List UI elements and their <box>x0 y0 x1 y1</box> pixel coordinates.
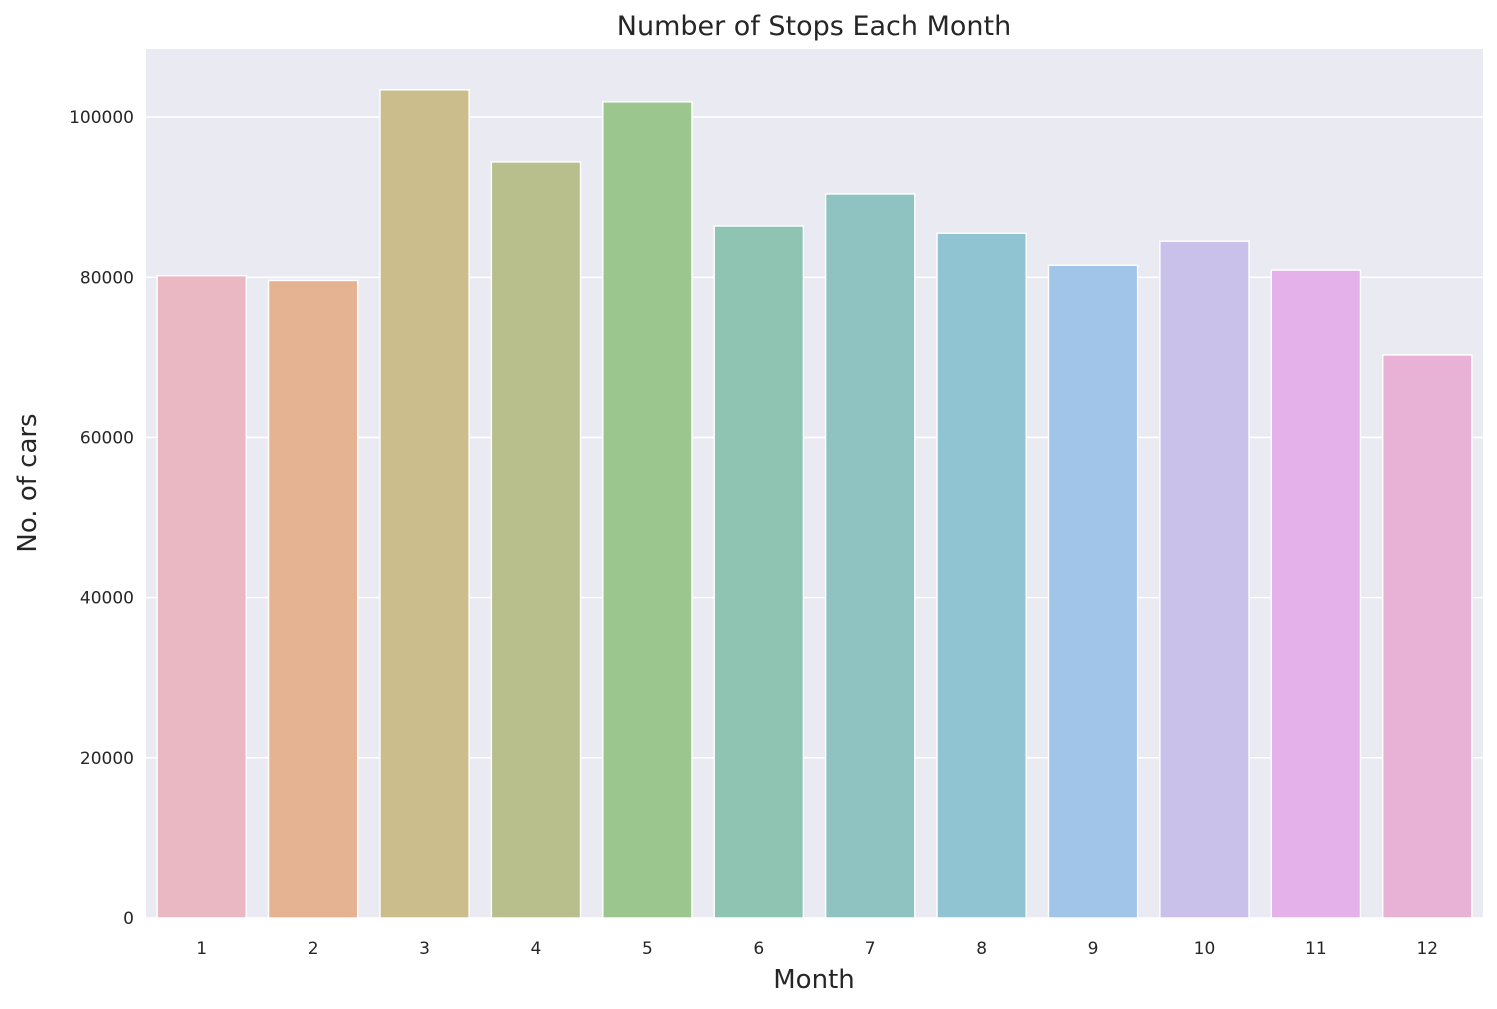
y-tick-label: 0 <box>123 909 134 929</box>
y-axis-label: No. of cars <box>13 413 43 552</box>
bar-month-8 <box>936 232 1027 919</box>
bar-month-7 <box>824 193 916 919</box>
bar-month-4 <box>490 161 582 919</box>
x-tick-label: 7 <box>865 939 876 959</box>
bar-month-5 <box>602 101 693 919</box>
gridlines <box>146 116 1483 919</box>
x-tick-label: 12 <box>1416 939 1438 959</box>
chart-title: Number of Stops Each Month <box>617 11 1011 42</box>
bar-month-1 <box>156 274 247 919</box>
x-tick-label: 5 <box>642 939 653 959</box>
bar-month-10 <box>1159 240 1250 919</box>
bar-month-9 <box>1047 264 1139 919</box>
y-tick-labels: 0 20000 40000 60000 80000 100000 <box>69 108 134 929</box>
bar-month-6 <box>713 225 805 919</box>
bars <box>156 89 1473 919</box>
bar-month-3 <box>379 89 470 919</box>
x-tick-label: 2 <box>308 939 319 959</box>
bar-month-2 <box>267 279 359 919</box>
x-tick-label: 11 <box>1305 939 1327 959</box>
y-tick-label: 20000 <box>80 749 134 769</box>
y-tick-label: 60000 <box>80 428 134 448</box>
x-tick-label: 4 <box>531 939 542 959</box>
x-tick-label: 1 <box>196 939 207 959</box>
y-tick-label: 40000 <box>80 589 134 609</box>
x-tick-label: 3 <box>419 939 430 959</box>
y-tick-label: 80000 <box>80 268 134 288</box>
x-tick-labels: 1 2 3 4 5 6 7 8 9 10 11 12 <box>196 939 1438 959</box>
bar-month-12 <box>1382 354 1473 919</box>
x-tick-label: 10 <box>1194 939 1216 959</box>
plot-background <box>146 49 1483 918</box>
x-tick-label: 6 <box>753 939 764 959</box>
y-tick-label: 100000 <box>69 108 134 128</box>
x-tick-label: 8 <box>976 939 987 959</box>
x-axis-label: Month <box>773 965 855 995</box>
x-tick-label: 9 <box>1088 939 1099 959</box>
bar-month-11 <box>1270 269 1362 919</box>
